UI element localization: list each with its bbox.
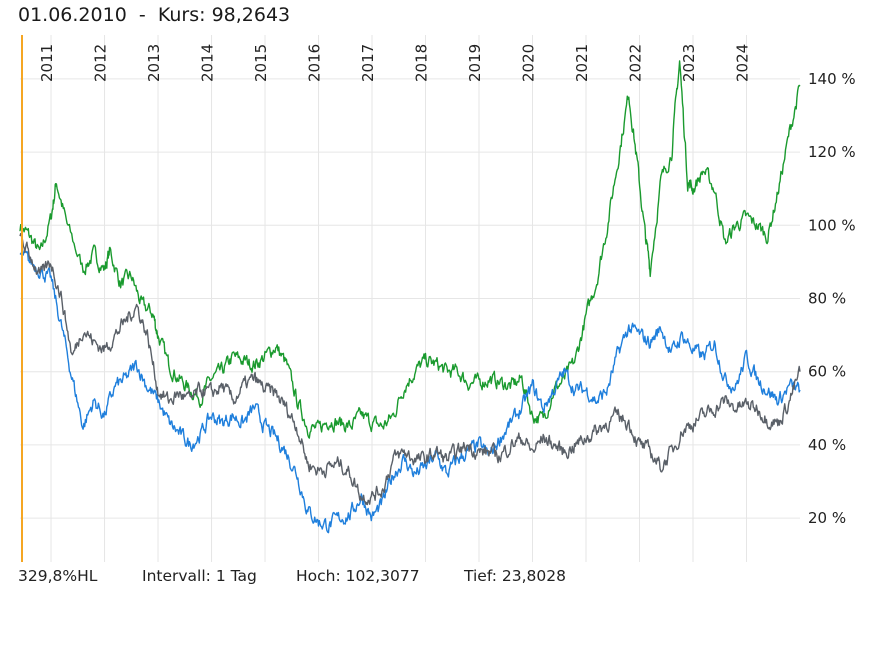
percent-tick-label: 140 % [808, 70, 856, 88]
series-line-2 [19, 249, 801, 534]
header-kurs-value: 98,2643 [211, 4, 291, 26]
percent-tick-label: 40 % [808, 436, 846, 454]
year-tick-label: 2023 [680, 44, 698, 82]
footer-low: Tief: 23,8028 [464, 567, 566, 585]
year-tick-label: 2020 [520, 44, 538, 82]
year-tick-label: 2015 [252, 44, 270, 82]
percent-tick-label: 100 % [808, 216, 856, 234]
price-chart[interactable]: 2011 2012 2013 2014 2015 2016 2017 2018 2019 2020… [0, 0, 891, 600]
percent-tick-label: 80 % [808, 290, 846, 308]
header-kurs-label: Kurs: [157, 4, 206, 26]
percent-labels: 140 % 120 % 100 % 80 % 60 % 40 % 20 % [808, 70, 856, 527]
header-separator: - [138, 4, 146, 26]
year-tick-label: 2014 [199, 44, 217, 82]
percent-tick-label: 20 % [808, 509, 846, 527]
chart-footer: 329,8%HL Intervall: 1 Tag Hoch: 102,3077… [18, 567, 566, 657]
year-tick-label: 2018 [413, 44, 431, 82]
year-labels: 2011 2012 2013 2014 2015 2016 2017 2018 2019 2020… [38, 44, 751, 82]
header-date: 01.06.2010 [18, 4, 127, 26]
year-tick-label: 2012 [92, 44, 110, 82]
grid-layer [20, 35, 800, 562]
year-tick-label: 2021 [573, 44, 591, 82]
year-tick-label: 2019 [466, 44, 484, 82]
year-tick-label: 2013 [145, 44, 163, 82]
percent-tick-label: 120 % [808, 143, 856, 161]
series-layer [19, 60, 801, 534]
year-tick-label: 2016 [306, 44, 324, 82]
footer-interval: Intervall: 1 Tag [142, 567, 257, 585]
percent-tick-label: 60 % [808, 363, 846, 381]
year-tick-label: 2022 [627, 44, 645, 82]
footer-high: Hoch: 102,3077 [296, 567, 420, 585]
footer-scale: 329,8%HL [18, 567, 98, 585]
chart-header: 01.06.2010 - Kurs: 98,2643 [18, 4, 290, 26]
series-line-1 [19, 60, 801, 439]
year-tick-label: 2017 [359, 44, 377, 82]
series-line-3 [19, 232, 801, 506]
year-tick-label: 2011 [38, 44, 56, 82]
year-tick-label: 2024 [734, 44, 752, 82]
